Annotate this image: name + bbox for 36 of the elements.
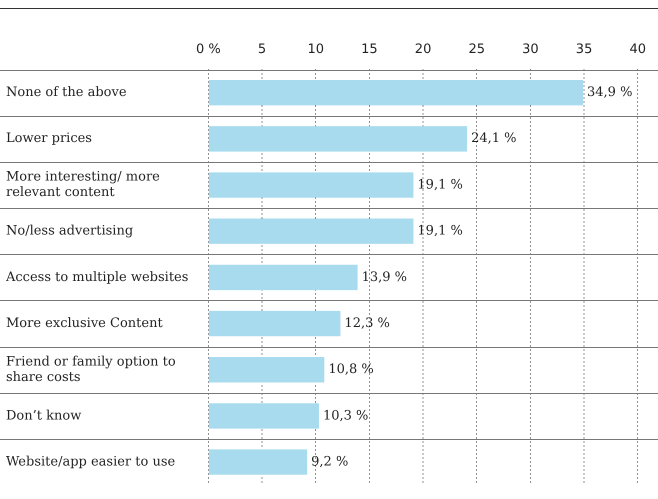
bar <box>208 80 583 106</box>
bar <box>208 403 319 429</box>
x-tick-label: 40 <box>629 42 646 58</box>
bar <box>208 357 324 382</box>
y-tick-label: Don’t know <box>6 408 82 424</box>
x-tick-label: 30 <box>522 42 539 58</box>
x-tick-label: 0 % <box>196 42 221 58</box>
bar <box>208 264 358 290</box>
x-tick-label: 15 <box>361 42 378 58</box>
data-label: 19,1 % <box>417 177 463 192</box>
data-label: 10,8 % <box>328 362 374 378</box>
x-tick-label: 35 <box>576 42 592 58</box>
x-tick-label: 25 <box>468 42 486 58</box>
bar <box>208 218 414 244</box>
y-tick-label: No/less advertising <box>6 224 134 239</box>
y-tick-label: Website/app easier to use <box>6 454 176 470</box>
x-tick-label: 20 <box>414 42 432 58</box>
y-tick-label: None of the above <box>6 85 127 100</box>
bar <box>208 310 340 336</box>
data-label: 12,3 % <box>344 316 390 331</box>
data-label: 24,1 % <box>471 131 517 146</box>
data-label: 13,9 % <box>362 270 408 285</box>
bar <box>208 126 468 152</box>
data-label: 10,3 % <box>322 408 368 424</box>
bar <box>208 172 414 198</box>
data-label: 9,2 % <box>311 454 348 470</box>
y-tick-label: Access to multiple websites <box>5 270 188 285</box>
bar <box>208 449 308 475</box>
data-label: 19,1 % <box>417 224 463 239</box>
data-label: 34,9 % <box>586 85 632 100</box>
y-tick-label: More interesting/ more relevant content <box>6 170 160 200</box>
y-tick-label: More exclusive Content <box>6 316 164 331</box>
y-tick-label: Lower prices <box>6 131 92 146</box>
y-tick-label: Friend or family option to share costs <box>6 354 176 385</box>
x-tick-label: 5 <box>258 42 266 58</box>
x-tick-label: 10 <box>307 42 324 58</box>
